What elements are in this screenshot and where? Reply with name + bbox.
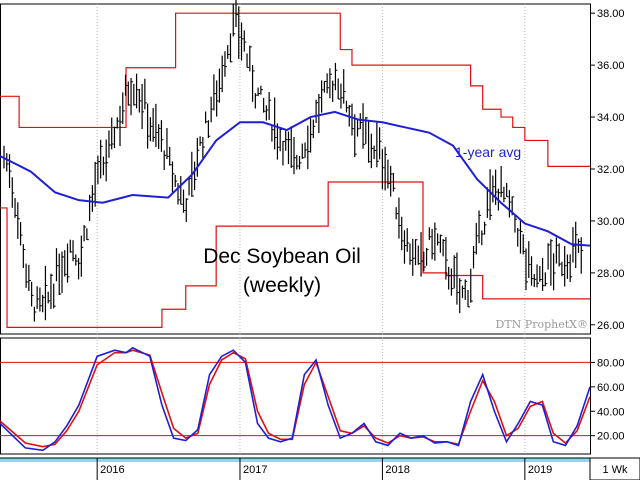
stochastic-tick-label: 20.00 (597, 431, 625, 443)
stochastic-tick-label: 40.00 (597, 406, 625, 418)
moving-average-layer (0, 110, 591, 247)
moving-average-line (0, 110, 591, 247)
price-tick-label: 38.00 (597, 8, 625, 20)
date-axis-band (0, 458, 590, 462)
axis-layer: 38.00 36.00 34.00 32.00 30.00 28.00 26.00 80.00… (0, 8, 640, 480)
stochastic-panel-frame (0, 337, 591, 455)
price-tick-label: 26.00 (597, 320, 625, 332)
channel-layer (0, 12, 590, 329)
chart-subtitle: (weekly) (243, 274, 321, 297)
stochastic-k-line (0, 346, 591, 452)
watermark: DTN ProphetX® (496, 318, 588, 331)
price-tick-label: 30.00 (597, 216, 625, 228)
price-bars (3, 0, 584, 322)
grid-layer (0, 3, 591, 455)
ma-annotation: 1-year avg (455, 144, 521, 160)
stochastic-layer (0, 346, 591, 452)
price-tick-label: 32.00 (597, 164, 625, 176)
year-tick-label: 2016 (100, 464, 124, 476)
chart-title: Dec Soybean Oil (203, 245, 361, 268)
stochastic-tick-label: 60.00 (597, 382, 625, 394)
interval-label: 1 Wk (602, 464, 628, 476)
year-tick-label: 2017 (243, 464, 267, 476)
price-tick-label: 36.00 (597, 60, 625, 72)
year-tick-label: 2019 (528, 464, 552, 476)
upper-channel-line (0, 12, 590, 168)
stochastic-tick-label: 80.00 (597, 357, 625, 369)
interval-box (589, 457, 640, 480)
price-tick-label: 28.00 (597, 268, 625, 280)
lower-channel-line (0, 181, 590, 329)
price-tick-label: 34.00 (597, 112, 625, 124)
year-tick-label: 2018 (385, 464, 409, 476)
